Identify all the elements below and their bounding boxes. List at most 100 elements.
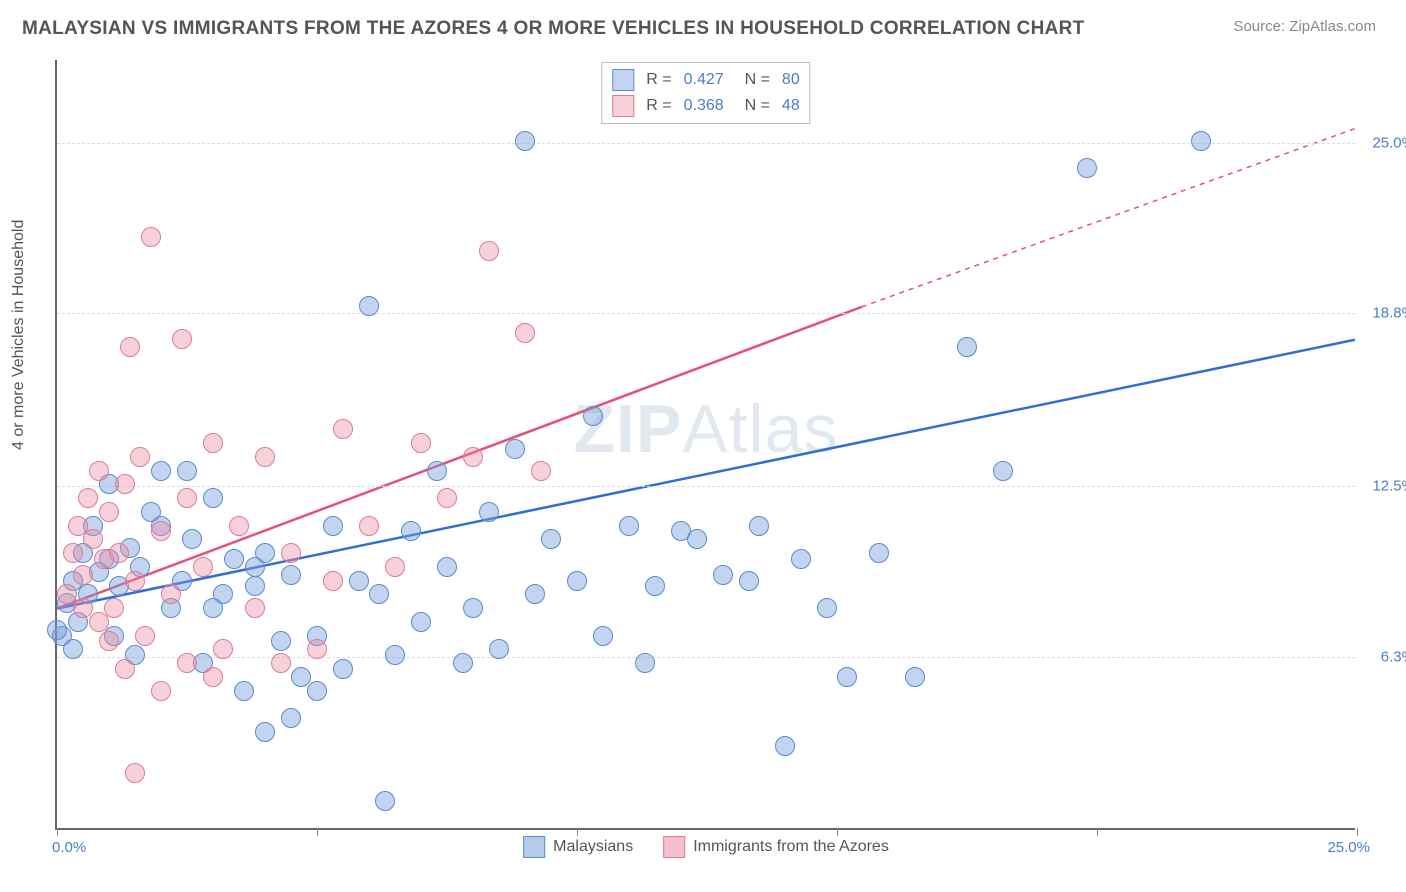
data-point <box>583 406 603 426</box>
data-point <box>151 521 171 541</box>
data-point <box>177 653 197 673</box>
data-point <box>99 502 119 522</box>
data-point <box>63 639 83 659</box>
legend-series-label: Immigrants from the Azores <box>693 838 889 856</box>
data-point <box>193 557 213 577</box>
legend-r-label: R = <box>646 71 671 89</box>
y-tick-label: 18.8% <box>1372 305 1406 322</box>
data-point <box>713 565 733 585</box>
data-point <box>323 516 343 536</box>
data-point <box>172 329 192 349</box>
legend-n-value: 48 <box>782 97 800 115</box>
data-point <box>234 681 254 701</box>
data-point <box>83 529 103 549</box>
data-point <box>375 791 395 811</box>
legend-swatch <box>663 836 685 858</box>
y-tick-label: 6.3% <box>1381 648 1406 665</box>
data-point <box>203 488 223 508</box>
data-point <box>505 439 525 459</box>
data-point <box>687 529 707 549</box>
data-point <box>1077 158 1097 178</box>
gridline <box>57 143 1355 144</box>
data-point <box>817 598 837 618</box>
data-point <box>89 461 109 481</box>
data-point <box>151 461 171 481</box>
legend-swatch <box>612 95 634 117</box>
data-point <box>437 557 457 577</box>
data-point <box>177 488 197 508</box>
data-point <box>359 516 379 536</box>
data-point <box>281 565 301 585</box>
data-point <box>109 543 129 563</box>
data-point <box>151 681 171 701</box>
y-tick-label: 25.0% <box>1372 134 1406 151</box>
data-point <box>255 722 275 742</box>
data-point <box>245 598 265 618</box>
data-point <box>349 571 369 591</box>
data-point <box>63 543 83 563</box>
data-point <box>115 474 135 494</box>
data-point <box>224 549 244 569</box>
data-point <box>531 461 551 481</box>
data-point <box>541 529 561 549</box>
x-tick <box>1097 828 1098 836</box>
x-tick <box>577 828 578 836</box>
legend-swatch <box>523 836 545 858</box>
gridline <box>57 486 1355 487</box>
source-label: Source: ZipAtlas.com <box>1233 18 1376 35</box>
legend-n-label: N = <box>736 97 770 115</box>
data-point <box>463 598 483 618</box>
data-point <box>120 337 140 357</box>
data-point <box>567 571 587 591</box>
chart-title: MALAYSIAN VS IMMIGRANTS FROM THE AZORES … <box>22 18 1085 40</box>
data-point <box>141 227 161 247</box>
data-point <box>213 639 233 659</box>
legend-series-label: Malaysians <box>553 838 633 856</box>
data-point <box>739 571 759 591</box>
legend-stats: R = 0.427 N = 80R = 0.368 N = 48 <box>601 62 810 124</box>
x-tick <box>317 828 318 836</box>
legend-series-item: Malaysians <box>523 836 633 858</box>
x-max-label: 25.0% <box>1327 839 1370 856</box>
x-origin-label: 0.0% <box>52 839 86 856</box>
legend-swatch <box>612 69 634 91</box>
data-point <box>837 667 857 687</box>
data-point <box>463 447 483 467</box>
data-point <box>489 639 509 659</box>
data-point <box>437 488 457 508</box>
data-point <box>161 584 181 604</box>
legend-n-value: 80 <box>782 71 800 89</box>
y-axis-label: 4 or more Vehicles in Household <box>10 220 28 450</box>
legend-r-value: 0.368 <box>684 97 724 115</box>
data-point <box>47 620 67 640</box>
data-point <box>515 131 535 151</box>
data-point <box>479 502 499 522</box>
data-point <box>271 631 291 651</box>
data-point <box>385 557 405 577</box>
gridline <box>57 657 1355 658</box>
data-point <box>78 488 98 508</box>
data-point <box>182 529 202 549</box>
data-point <box>281 708 301 728</box>
data-point <box>479 241 499 261</box>
data-point <box>307 681 327 701</box>
x-tick <box>57 828 58 836</box>
watermark: ZIPAtlas <box>574 390 839 468</box>
data-point <box>177 461 197 481</box>
data-point <box>453 653 473 673</box>
data-point <box>775 736 795 756</box>
gridline <box>57 313 1355 314</box>
data-point <box>333 419 353 439</box>
data-point <box>89 612 109 632</box>
data-point <box>619 516 639 536</box>
legend-stat-row: R = 0.368 N = 48 <box>612 93 799 119</box>
data-point <box>791 549 811 569</box>
data-point <box>73 565 93 585</box>
data-point <box>99 631 119 651</box>
legend-series: Malaysians Immigrants from the Azores <box>523 836 889 858</box>
data-point <box>307 639 327 659</box>
data-point <box>271 653 291 673</box>
data-point <box>115 659 135 679</box>
data-point <box>369 584 389 604</box>
data-point <box>411 612 431 632</box>
